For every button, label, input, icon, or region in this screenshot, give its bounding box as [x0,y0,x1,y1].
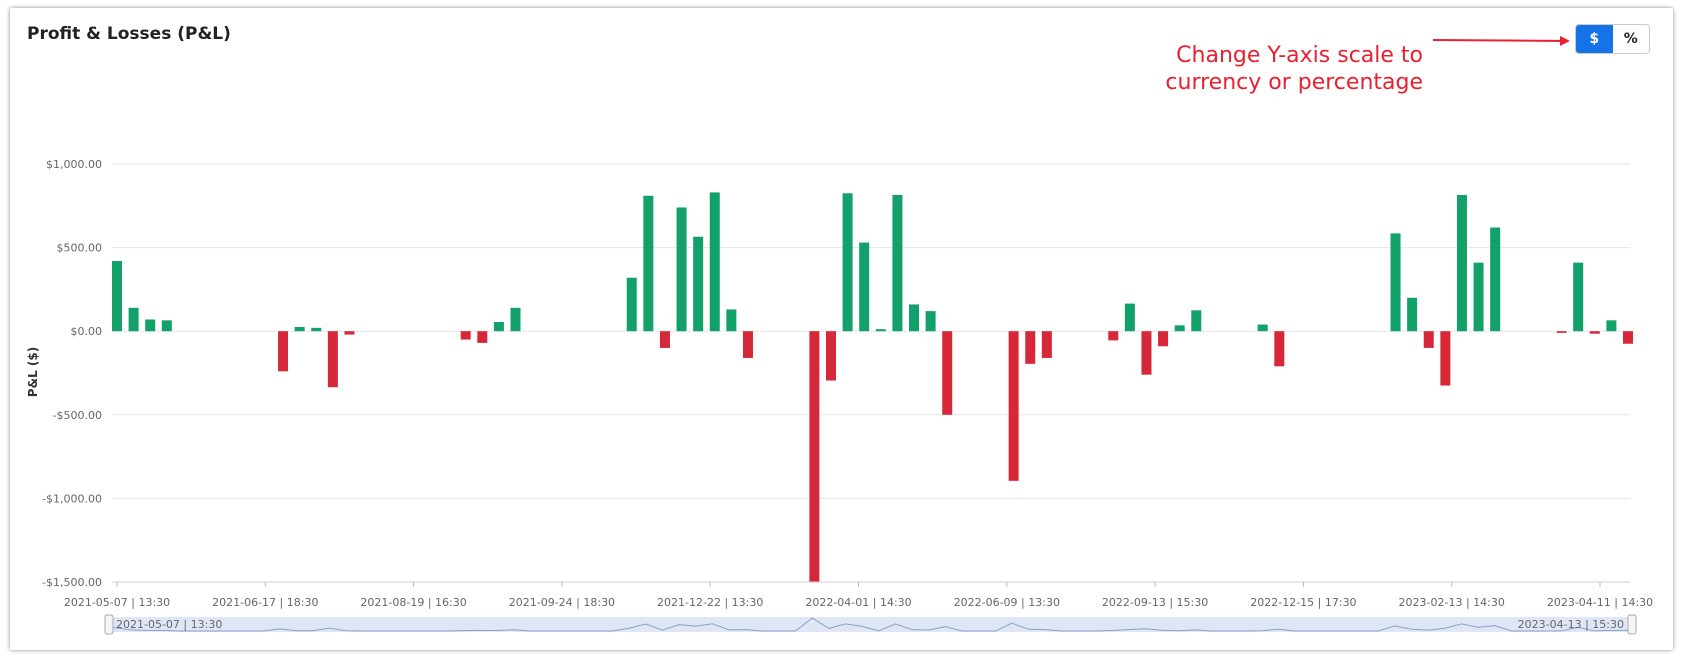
slider-end-label: 2023-04-13 | 15:30 [1518,618,1624,631]
bar[interactable] [1390,233,1401,332]
bar[interactable] [161,320,172,332]
y-tick-label: $1,000.00 [46,158,102,171]
x-axis: 2021-05-07 | 13:30 2021-06-17 | 18:30 2021… [64,582,1653,609]
bar[interactable] [842,193,853,332]
bar[interactable] [643,195,654,332]
bar[interactable] [809,331,820,582]
bar[interactable] [709,192,720,332]
y-tick-label: -$500.00 [53,409,102,422]
bar[interactable] [112,260,122,332]
bar[interactable] [1456,194,1467,332]
chart-title: Profit & Losses (P&L) [27,24,231,44]
y-tick-label: $0.00 [71,325,103,338]
x-tick-label: 2021-12-22 | 13:30 [657,596,763,609]
bar[interactable] [909,304,920,332]
x-tick-label: 2022-09-13 | 15:30 [1102,596,1208,609]
bar[interactable] [1407,297,1418,332]
bar[interactable] [294,327,305,332]
annotation-line-1: Change Y-axis scale to [1176,43,1423,68]
x-tick-label: 2021-06-17 | 18:30 [212,596,318,609]
bar[interactable] [311,327,322,332]
bar[interactable] [1158,331,1169,347]
bar[interactable] [1257,324,1268,332]
x-tick-label: 2021-09-24 | 18:30 [509,596,615,609]
bar[interactable] [676,207,687,332]
bar[interactable] [1108,331,1119,341]
bar[interactable] [1008,331,1019,481]
bar[interactable] [1490,227,1501,332]
bar[interactable] [942,331,953,415]
bar[interactable] [510,307,521,332]
x-tick-label: 2021-05-07 | 13:30 [64,596,170,609]
bar[interactable] [477,331,488,343]
bar[interactable] [659,331,670,348]
y-scale-toggle: $ % [1575,24,1650,54]
bar[interactable] [859,242,870,332]
bar[interactable] [1191,310,1202,332]
y-axis-title: P&L ($) [26,347,40,397]
bar[interactable] [460,331,471,340]
scale-annotation: Change Y-axis scale to currency or perce… [1100,42,1423,96]
range-slider[interactable]: 2021-05-07 | 13:30 2023-04-13 | 15:30 [104,614,1637,635]
bar[interactable] [327,331,338,388]
bar[interactable] [925,311,936,332]
bar[interactable] [128,307,139,332]
bar[interactable] [875,329,886,332]
y-tick-label: $500.00 [57,242,103,255]
x-tick-label: 2021-08-19 | 16:30 [360,596,466,609]
bar[interactable] [1124,303,1135,332]
bar[interactable] [825,331,836,381]
annotation-arrow [1432,35,1570,46]
bar[interactable] [892,194,903,332]
y-tick-label: -$1,500.00 [42,576,102,589]
bar[interactable] [742,331,753,358]
bar[interactable] [1141,331,1152,375]
x-tick-label: 2022-04-01 | 14:30 [805,596,911,609]
bar[interactable] [1025,331,1036,364]
bar[interactable] [145,319,156,332]
slider-left-handle[interactable] [104,614,114,635]
bar[interactable] [1623,331,1633,344]
y-grid [112,163,1630,583]
bar[interactable] [1174,325,1185,332]
bar[interactable] [1041,331,1052,358]
bar[interactable] [726,309,737,332]
currency-scale-button[interactable]: $ [1576,25,1613,53]
slider-track[interactable] [110,617,1631,632]
bar[interactable] [1423,331,1434,348]
bar[interactable] [1573,262,1584,332]
bar[interactable] [693,236,704,332]
x-tick-label: 2023-02-13 | 14:30 [1399,596,1505,609]
bar[interactable] [344,331,355,335]
bar[interactable] [1606,320,1617,332]
y-axis: $1,000.00 $500.00 $0.00 -$500.00 -$1,000.00 -… [42,158,102,589]
bar[interactable] [626,277,637,332]
x-tick-label: 2023-04-11 | 14:30 [1547,596,1653,609]
bar[interactable] [493,322,504,332]
bar[interactable] [278,331,289,372]
bar[interactable] [1274,331,1285,367]
bar[interactable] [1440,331,1451,386]
slider-start-label: 2021-05-07 | 13:30 [116,618,222,631]
bar[interactable] [1589,331,1600,334]
slider-overview-line [112,617,1628,632]
bar-series [112,192,1633,582]
x-tick-label: 2022-06-09 | 13:30 [954,596,1060,609]
percentage-scale-button[interactable]: % [1623,31,1638,47]
y-tick-label: -$1,000.00 [42,492,102,505]
bar[interactable] [1473,262,1484,332]
bar[interactable] [1556,331,1567,333]
x-tick-label: 2022-12-15 | 17:30 [1250,596,1356,609]
annotation-line-2: currency or percentage [1165,70,1423,95]
slider-right-handle[interactable] [1627,614,1637,635]
